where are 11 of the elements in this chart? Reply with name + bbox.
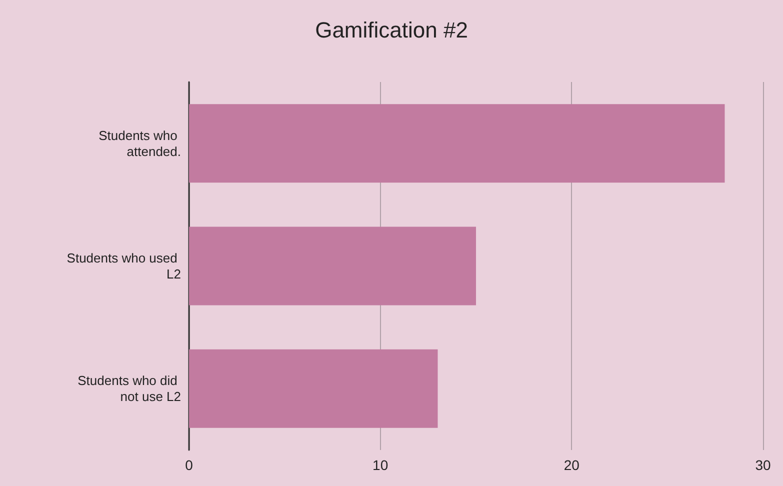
x-tick-label: 30	[755, 457, 771, 473]
x-tick-label: 20	[564, 457, 580, 473]
bar	[189, 104, 725, 183]
chart-title: Gamification #2	[315, 18, 468, 42]
bar	[189, 349, 438, 428]
y-tick-label: Students who did not use L2	[78, 373, 181, 404]
y-tick-label: Students who attended.	[98, 128, 181, 159]
bar	[189, 226, 476, 306]
x-tick-label: 10	[372, 457, 388, 473]
y-tick-label: Students who used L2	[66, 250, 181, 282]
x-tick-label: 0	[185, 457, 194, 473]
